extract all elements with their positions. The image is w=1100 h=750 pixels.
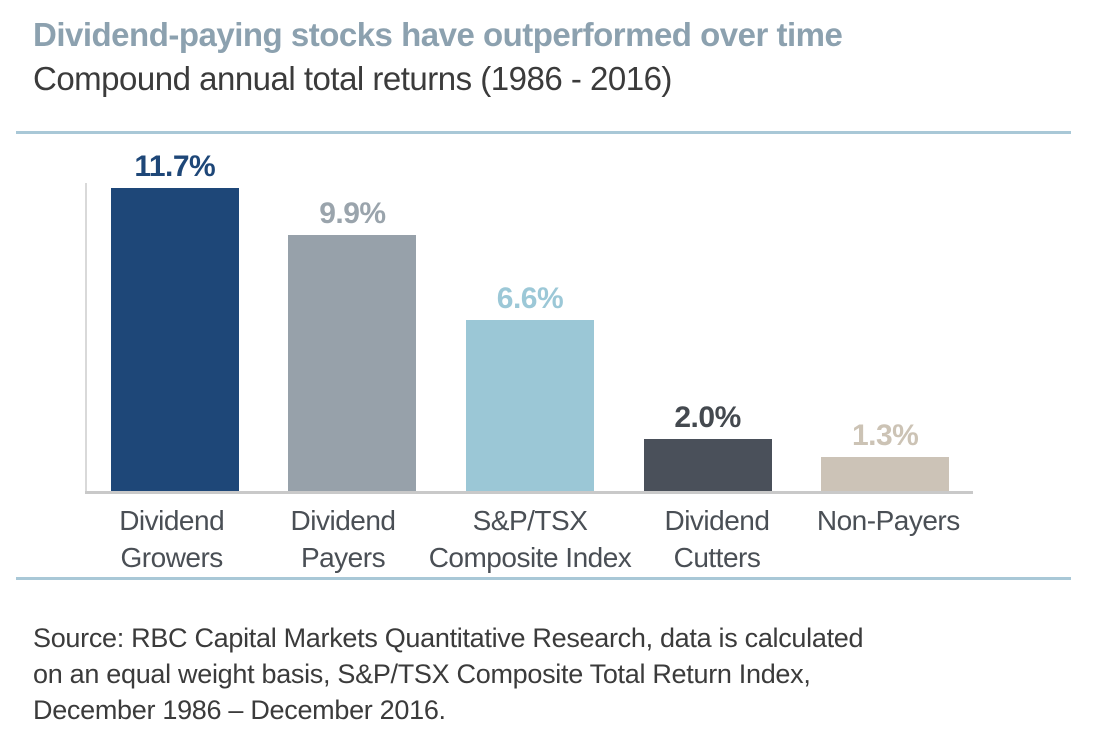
category-label: Dividend Cutters xyxy=(664,505,770,573)
bar-chart: 11.7% 9.9% 6.6% 2.0% 1.3% Dividend Growers Div… xyxy=(85,150,974,576)
category-label: Dividend Payers xyxy=(290,505,396,573)
chart-subtitle: Compound annual total returns (1986 - 20… xyxy=(33,60,672,97)
bar-value-label: 11.7% xyxy=(134,150,216,183)
bar-value-label: 2.0% xyxy=(674,401,741,434)
x-axis-baseline xyxy=(85,491,973,494)
bar-group-1: 11.7% xyxy=(86,150,264,491)
category-label: Dividend Growers xyxy=(119,505,225,573)
y-axis-line xyxy=(85,183,87,492)
chart-title: Dividend-paying stocks have outperformed… xyxy=(33,16,843,53)
bar-group-2: 9.9% xyxy=(264,197,442,491)
source-line-2: on an equal weight basis, S&P/TSX Compos… xyxy=(33,659,811,689)
source-line-1: Source: RBC Capital Markets Quantitative… xyxy=(33,623,864,653)
bars: 11.7% 9.9% 6.6% 2.0% 1.3% xyxy=(86,150,974,491)
bar-group-3: 6.6% xyxy=(441,282,619,491)
bar xyxy=(288,235,417,491)
bar-group-5: 1.3% xyxy=(796,419,974,491)
bar xyxy=(465,320,594,491)
category-labels: Dividend Growers Dividend Payers S&P/TSX Comp… xyxy=(86,502,974,576)
bar-group-4: 2.0% xyxy=(619,401,797,491)
bar-value-label: 6.6% xyxy=(496,282,564,315)
bar xyxy=(821,457,950,491)
bar-value-label: 1.3% xyxy=(851,419,919,452)
category-label: S&P/TSX Composite Index xyxy=(428,505,632,573)
bar xyxy=(643,439,772,491)
bottom-divider xyxy=(16,577,1071,580)
top-divider xyxy=(16,131,1071,134)
source-line-3: December 1986 – December 2016. xyxy=(33,695,446,725)
category-label: Non-Payers xyxy=(816,505,960,536)
bar xyxy=(110,188,239,491)
bar-value-label: 9.9% xyxy=(319,197,386,230)
source-note: Source: RBC Capital Markets Quantitative… xyxy=(33,620,864,728)
